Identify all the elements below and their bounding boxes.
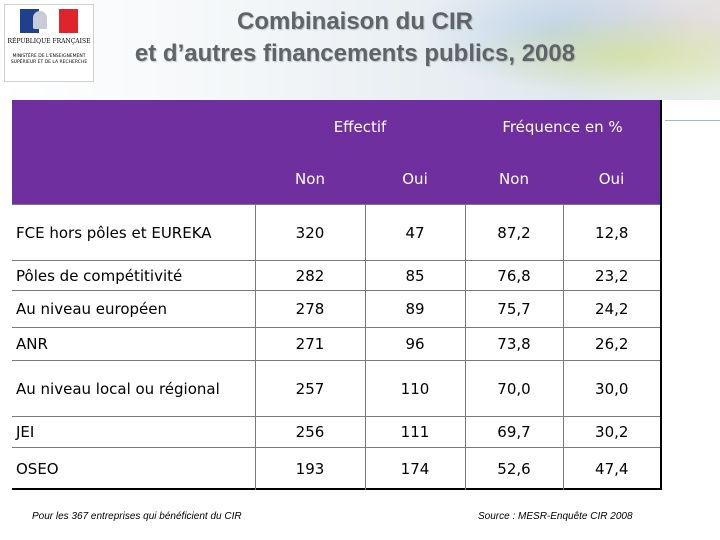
cell-frequence-oui: 12,8: [562, 204, 660, 261]
table-header-subheaders: Non Oui Non Oui: [12, 154, 660, 205]
title-line-2: et d’autres financements publics, 2008: [134, 40, 576, 67]
cell-effectif-non: 193: [254, 447, 365, 490]
subheader-frequence-non: Non: [465, 154, 563, 205]
footnote: Pour les 367 entreprises qui bénéficient…: [32, 511, 242, 522]
cell-frequence-oui: 30,2: [562, 416, 660, 448]
header-frequence: Fréquence en %: [465, 100, 660, 154]
table-row: Au niveau européen 278 89 75,7 24,2: [12, 290, 660, 328]
cell-effectif-non: 257: [254, 360, 365, 417]
header-effectif: Effectif: [255, 100, 465, 154]
cell-frequence-non: 73,8: [464, 327, 563, 361]
data-table: Effectif Fréquence en % Non Oui Non Oui …: [12, 100, 660, 490]
cell-effectif-non: 278: [254, 290, 365, 328]
cell-effectif-non: 271: [254, 327, 365, 361]
ministry-logo: RÉPUBLIQUE FRANÇAISE MINISTÈRE DE L'ENSE…: [4, 4, 94, 82]
table-header-groups: Effectif Fréquence en %: [12, 100, 660, 154]
subheader-effectif-non: Non: [255, 154, 365, 205]
subheader-frequence-oui: Oui: [563, 154, 660, 205]
row-label: FCE hors pôles et EUREKA: [12, 204, 255, 261]
logo-ministry-text: MINISTÈRE DE L'ENSEIGNEMENT SUPÉRIEUR ET…: [10, 54, 88, 65]
marianne-icon: [33, 11, 47, 29]
cell-frequence-non: 87,2: [464, 204, 563, 261]
cell-frequence-oui: 47,4: [562, 447, 660, 490]
cell-effectif-oui: 85: [364, 260, 465, 291]
cell-frequence-non: 76,8: [464, 260, 563, 291]
cell-effectif-non: 282: [254, 260, 365, 291]
table-row: ANR 271 96 73,8 26,2: [12, 327, 660, 361]
cell-frequence-non: 52,6: [464, 447, 563, 490]
cell-effectif-non: 320: [254, 204, 365, 261]
cell-frequence-oui: 26,2: [562, 327, 660, 361]
cell-frequence-non: 75,7: [464, 290, 563, 328]
cell-frequence-non: 70,0: [464, 360, 563, 417]
row-label: JEI: [12, 416, 255, 448]
cell-frequence-oui: 24,2: [562, 290, 660, 328]
row-label: Pôles de compétitivité: [12, 260, 255, 291]
subheader-effectif-oui: Oui: [365, 154, 465, 205]
title-line-1: Combinaison du CIR: [237, 8, 473, 35]
cell-frequence-oui: 23,2: [562, 260, 660, 291]
decorative-rule: [665, 120, 720, 121]
table-row: OSEO 193 174 52,6 47,4: [12, 447, 660, 490]
data-table-frame: Effectif Fréquence en % Non Oui Non Oui …: [12, 100, 662, 490]
cell-effectif-oui: 111: [364, 416, 465, 448]
cell-effectif-oui: 96: [364, 327, 465, 361]
row-label: OSEO: [12, 447, 255, 490]
logo-republic-text: RÉPUBLIQUE FRANÇAISE: [7, 38, 91, 45]
table-row: JEI 256 111 69,7 30,2: [12, 416, 660, 448]
cell-frequence-oui: 30,0: [562, 360, 660, 417]
header-blank: [12, 154, 255, 205]
cell-effectif-oui: 174: [364, 447, 465, 490]
table-row: FCE hors pôles et EUREKA 320 47 87,2 12,…: [12, 204, 660, 261]
cell-effectif-oui: 110: [364, 360, 465, 417]
header-banner: [0, 0, 720, 100]
table-row: Au niveau local ou régional 257 110 70,0…: [12, 360, 660, 417]
table-row: Pôles de compétitivité 282 85 76,8 23,2: [12, 260, 660, 291]
french-flag-icon: [20, 9, 78, 33]
source-note: Source : MESR-Enquête CIR 2008: [478, 511, 633, 522]
row-label: Au niveau européen: [12, 290, 255, 328]
cell-effectif-non: 256: [254, 416, 365, 448]
row-label: Au niveau local ou régional: [12, 360, 255, 417]
header-blank: [12, 100, 255, 154]
cell-frequence-non: 69,7: [464, 416, 563, 448]
cell-effectif-oui: 47: [364, 204, 465, 261]
banner-decoration: [420, 0, 720, 100]
slide-title: Combinaison du CIR et d’autres financeme…: [100, 6, 610, 70]
cell-effectif-oui: 89: [364, 290, 465, 328]
row-label: ANR: [12, 327, 255, 361]
